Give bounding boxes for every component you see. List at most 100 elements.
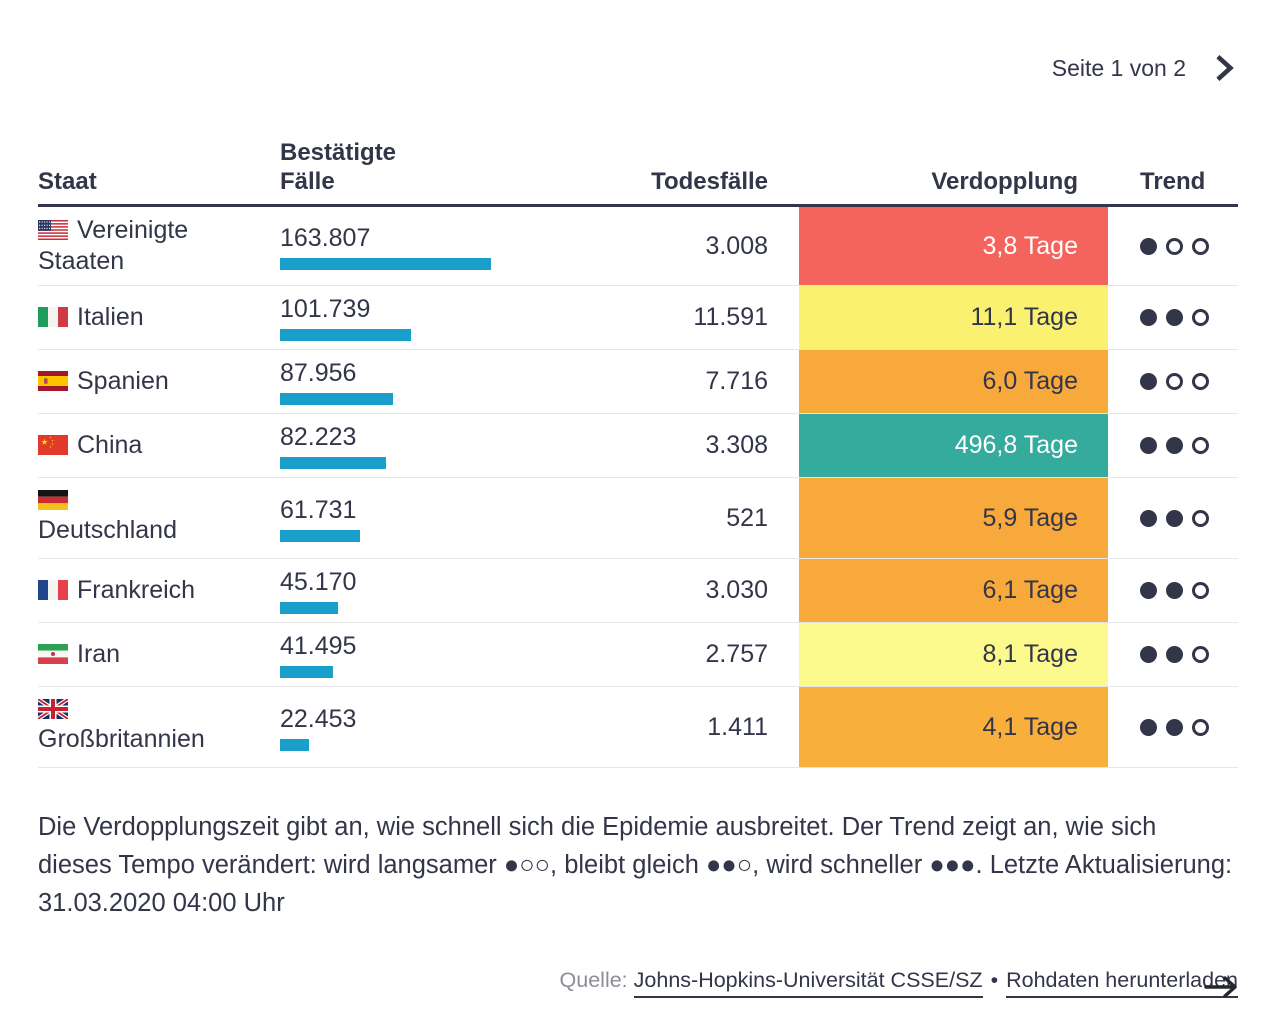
- trend-dot-filled-icon: [1166, 437, 1183, 454]
- cases-bar-track: [280, 738, 491, 751]
- country-flag-icon: [38, 220, 68, 240]
- table-row: Spanien 87.956 7.716 6,0 Tage: [38, 350, 1238, 414]
- cases-bar-track: [280, 457, 491, 469]
- doubling-value: 6,0 Tage: [982, 367, 1078, 395]
- table-row: China 82.223 3.308 496,8 Tage: [38, 414, 1238, 478]
- trend-dot-hollow-icon: [1192, 509, 1209, 527]
- trend-dot-filled-icon: [1166, 646, 1183, 663]
- trend-dots: [1108, 509, 1238, 527]
- pagination: Seite 1 von 2: [38, 50, 1238, 86]
- trend-dots: [1108, 646, 1238, 663]
- trend-dots: [1108, 373, 1238, 390]
- country-name: Vereinigte Staaten: [38, 216, 189, 275]
- deaths-value: 1.411: [707, 712, 768, 741]
- cases-value: 82.223: [280, 423, 357, 451]
- table-row: Italien 101.739 11.591 11,1 Tage: [38, 286, 1238, 350]
- table-row: Vereinigte Staaten 163.807 3.008 3,8 Tag…: [38, 207, 1238, 286]
- source-link[interactable]: Johns-Hopkins-Universität CSSE/SZ: [633, 968, 983, 998]
- country-name: Deutschland: [38, 516, 177, 544]
- cases-cell: 82.223: [280, 414, 500, 477]
- cases-bar: [280, 257, 491, 270]
- trend-dots: [1108, 718, 1238, 736]
- table-header-row: Staat Bestätigte Fälle Todesfälle Verdop…: [38, 138, 1238, 207]
- country-flag-icon: [38, 490, 68, 510]
- cases-cell: 41.495: [280, 623, 500, 686]
- doubling-cell: 5,9 Tage: [799, 478, 1108, 558]
- cases-bar: [280, 666, 334, 678]
- deaths-value: 2.757: [705, 640, 768, 668]
- table-row: Deutschland 61.731 521 5,9 Tage: [38, 478, 1238, 559]
- deaths-value: 521: [726, 503, 768, 532]
- table-body: Vereinigte Staaten 163.807 3.008 3,8 Tag…: [38, 207, 1238, 768]
- trend-dot-hollow-icon: [1192, 646, 1209, 663]
- doubling-value: 8,1 Tage: [982, 640, 1078, 668]
- table-row: Iran 41.495 2.757 8,1 Tage: [38, 623, 1238, 687]
- cases-value: 22.453: [280, 704, 357, 733]
- trend-dot-filled-icon: [1166, 509, 1183, 527]
- trend-dot-hollow-icon: [1192, 718, 1209, 736]
- cases-cell: 61.731: [280, 487, 500, 550]
- cases-bar-track: [280, 393, 491, 405]
- trend-dot-filled-icon: [1140, 509, 1157, 527]
- doubling-value: 4,1 Tage: [982, 712, 1078, 741]
- trend-dots: [1108, 437, 1238, 454]
- source-label: Quelle:: [559, 968, 628, 992]
- col-header-bestaetigte-faelle: Bestätigte Fälle: [280, 139, 397, 195]
- cases-value: 101.739: [280, 295, 371, 323]
- trend-dots: [1108, 582, 1238, 599]
- next-page-chevron-icon[interactable]: [1212, 55, 1238, 81]
- deaths-value: 3.308: [705, 431, 768, 459]
- doubling-cell: 8,1 Tage: [799, 623, 1108, 686]
- country-flag-icon: [38, 644, 68, 664]
- table-row: Frankreich 45.170 3.030 6,1 Tage: [38, 559, 1238, 623]
- cases-bar: [280, 529, 360, 542]
- trend-dot-filled-icon: [1140, 646, 1157, 663]
- trend-dots: [1108, 309, 1238, 326]
- country-cell: Italien: [38, 294, 280, 341]
- deaths-value: 3.030: [705, 576, 768, 604]
- col-header-verdopplung: Verdopplung: [931, 168, 1078, 195]
- country-flag-icon: [38, 699, 68, 719]
- trend-dot-hollow-icon: [1166, 237, 1183, 255]
- doubling-cell: 6,1 Tage: [799, 559, 1108, 622]
- doubling-cell: 496,8 Tage: [799, 414, 1108, 477]
- cases-cell: 101.739: [280, 286, 500, 349]
- deaths-value: 11.591: [693, 303, 768, 331]
- trend-dot-hollow-icon: [1192, 237, 1209, 255]
- cases-bar: [280, 602, 339, 614]
- explanation-text: Die Verdopplungszeit gibt an, wie schnel…: [38, 813, 1233, 917]
- cases-bar: [280, 738, 309, 751]
- trend-dot-hollow-icon: [1166, 373, 1183, 390]
- country-cell: Spanien: [38, 358, 280, 405]
- country-name: Großbritannien: [38, 725, 205, 753]
- country-name: Iran: [77, 640, 121, 668]
- col-header-staat: Staat: [38, 168, 97, 195]
- trend-dot-filled-icon: [1140, 373, 1157, 390]
- cases-bar-track: [280, 257, 491, 270]
- country-flag-icon: [38, 371, 68, 391]
- country-flag-icon: [38, 580, 68, 600]
- cases-bar: [280, 457, 386, 469]
- trend-dot-filled-icon: [1166, 718, 1183, 736]
- scroll-right-arrow-icon[interactable]: [1204, 974, 1238, 1000]
- col-header-trend: Trend: [1140, 168, 1206, 195]
- cases-bar-track: [280, 529, 491, 542]
- trend-dots: [1108, 237, 1238, 255]
- trend-dot-filled-icon: [1140, 309, 1157, 326]
- cases-value: 87.956: [280, 359, 357, 387]
- trend-dot-filled-icon: [1166, 582, 1183, 599]
- country-flag-icon: [38, 307, 68, 327]
- cases-value: 45.170: [280, 568, 357, 596]
- trend-dot-filled-icon: [1140, 718, 1157, 736]
- trend-dot-filled-icon: [1140, 237, 1157, 255]
- doubling-value: 5,9 Tage: [982, 503, 1078, 532]
- doubling-cell: 11,1 Tage: [799, 286, 1108, 349]
- pagination-label: Seite 1 von 2: [1051, 54, 1186, 81]
- trend-dot-hollow-icon: [1192, 582, 1209, 599]
- trend-dot-filled-icon: [1140, 437, 1157, 454]
- download-raw-data-link[interactable]: Rohdaten herunterladen: [1006, 968, 1238, 998]
- country-name: China: [77, 431, 143, 459]
- covid-table: Staat Bestätigte Fälle Todesfälle Verdop…: [38, 138, 1238, 768]
- country-cell: Deutschland: [38, 478, 280, 558]
